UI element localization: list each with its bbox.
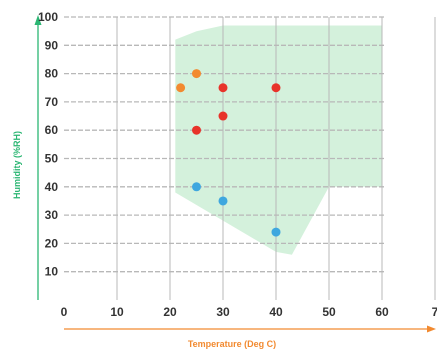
data-point bbox=[218, 111, 228, 121]
y-tick-label: 70 bbox=[45, 95, 59, 109]
grid-lines bbox=[64, 16, 436, 300]
x-tick-label: 50 bbox=[322, 305, 336, 319]
y-tick-label: 60 bbox=[45, 123, 59, 137]
x-tick-label: 20 bbox=[163, 305, 177, 319]
x-axis-arrow bbox=[427, 325, 436, 333]
x-axis-title: Temperature (Deg C) bbox=[188, 339, 276, 349]
data-points bbox=[176, 69, 281, 237]
y-tick-label: 100 bbox=[38, 10, 58, 24]
x-tick-label: 7 bbox=[432, 305, 437, 319]
data-point bbox=[192, 125, 201, 135]
y-tick-label: 40 bbox=[45, 180, 59, 194]
axes bbox=[34, 15, 436, 333]
x-tick-label: 0 bbox=[61, 305, 68, 319]
y-tick-label: 20 bbox=[45, 236, 59, 250]
comfort-region bbox=[175, 25, 382, 255]
y-tick-label: 90 bbox=[45, 38, 59, 52]
data-point bbox=[271, 227, 281, 237]
y-tick-label: 50 bbox=[45, 152, 59, 166]
data-point bbox=[218, 83, 228, 93]
x-tick-label: 10 bbox=[110, 305, 124, 319]
x-tick-label: 60 bbox=[375, 305, 389, 319]
data-point bbox=[271, 83, 281, 93]
y-axis-arrow bbox=[34, 15, 42, 25]
x-tick-label: 30 bbox=[216, 305, 230, 319]
x-tick-labels: 0 10 20 30 40 50 60 7 bbox=[61, 305, 437, 319]
y-tick-label: 80 bbox=[45, 67, 59, 81]
y-tick-label: 10 bbox=[45, 265, 59, 279]
data-point bbox=[192, 69, 201, 79]
data-point bbox=[218, 196, 228, 206]
y-tick-label: 30 bbox=[45, 208, 59, 222]
y-tick-labels: 10 20 30 40 50 60 70 80 90 100 bbox=[38, 10, 58, 279]
data-point bbox=[176, 83, 186, 93]
y-axis-title: Humidity (%RH) bbox=[12, 131, 22, 199]
x-tick-label: 40 bbox=[269, 305, 283, 319]
data-point bbox=[192, 182, 201, 192]
